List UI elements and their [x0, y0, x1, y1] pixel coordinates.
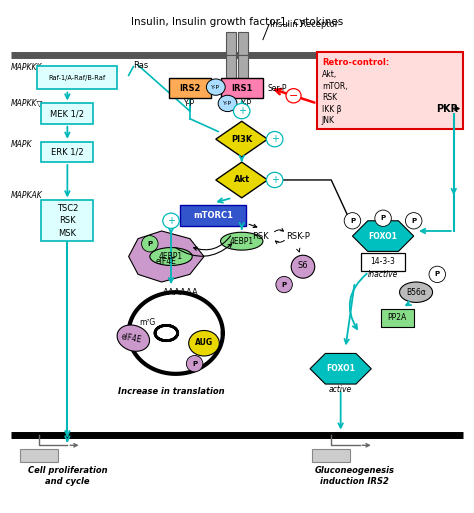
- Text: P: P: [381, 215, 386, 221]
- Ellipse shape: [206, 79, 225, 95]
- Text: +: +: [238, 106, 246, 116]
- Text: IRS1: IRS1: [231, 84, 252, 93]
- Ellipse shape: [142, 235, 158, 252]
- Text: Insulin Receptor: Insulin Receptor: [270, 20, 338, 29]
- Text: AUG: AUG: [195, 338, 213, 347]
- Text: P: P: [192, 361, 197, 367]
- Polygon shape: [310, 353, 371, 384]
- Text: 4EBP1: 4EBP1: [159, 252, 183, 261]
- Ellipse shape: [186, 356, 203, 372]
- Text: 14-3-3: 14-3-3: [371, 257, 395, 266]
- Text: MSK: MSK: [58, 229, 76, 238]
- Text: P: P: [350, 218, 355, 224]
- Text: Y-P: Y-P: [241, 99, 252, 108]
- FancyBboxPatch shape: [169, 78, 211, 98]
- Text: Raf-1/A-Raf/B-Raf: Raf-1/A-Raf/B-Raf: [48, 75, 105, 81]
- Text: +: +: [167, 216, 175, 226]
- Text: MAPKK▽: MAPKK▽: [11, 99, 43, 108]
- Ellipse shape: [286, 89, 301, 103]
- FancyBboxPatch shape: [20, 449, 58, 462]
- Text: P: P: [435, 271, 440, 278]
- Ellipse shape: [405, 212, 422, 229]
- Text: P: P: [282, 282, 287, 288]
- FancyBboxPatch shape: [226, 32, 236, 55]
- Text: Akt,
mTOR,
RSK
IKK β
JNK: Akt, mTOR, RSK IKK β JNK: [322, 70, 347, 125]
- Text: 4EBP1: 4EBP1: [229, 236, 254, 246]
- Ellipse shape: [291, 255, 315, 278]
- FancyBboxPatch shape: [220, 78, 263, 98]
- Ellipse shape: [150, 248, 192, 265]
- Polygon shape: [353, 221, 414, 251]
- Text: RSK: RSK: [252, 231, 269, 241]
- Text: P: P: [147, 241, 152, 247]
- Ellipse shape: [234, 104, 250, 119]
- Text: B56α: B56α: [406, 288, 426, 297]
- Ellipse shape: [375, 210, 392, 226]
- Text: MAPK: MAPK: [11, 140, 32, 149]
- Text: Y-P: Y-P: [184, 99, 195, 108]
- Ellipse shape: [220, 232, 263, 250]
- FancyBboxPatch shape: [238, 32, 248, 55]
- Polygon shape: [216, 162, 268, 198]
- FancyBboxPatch shape: [312, 449, 350, 462]
- Text: −: −: [289, 91, 298, 101]
- Text: Inactive: Inactive: [368, 270, 398, 279]
- Text: MAPKKK: MAPKKK: [11, 63, 42, 72]
- FancyBboxPatch shape: [381, 309, 414, 327]
- FancyBboxPatch shape: [41, 142, 93, 162]
- Text: RSK: RSK: [59, 216, 76, 225]
- Ellipse shape: [429, 266, 446, 283]
- Ellipse shape: [266, 172, 283, 188]
- Text: FOXO1: FOXO1: [369, 231, 398, 241]
- FancyBboxPatch shape: [226, 55, 236, 81]
- Text: Cell proliferation
and cycle: Cell proliferation and cycle: [27, 466, 107, 486]
- Text: Y-P: Y-P: [211, 85, 220, 90]
- Text: Insulin, Insulin growth factor1, cytokines: Insulin, Insulin growth factor1, cytokin…: [131, 17, 343, 27]
- Ellipse shape: [344, 212, 361, 229]
- Text: ERK 1/2: ERK 1/2: [51, 147, 84, 156]
- Text: PKR: PKR: [437, 104, 458, 113]
- Text: AAAAAA: AAAAAA: [163, 288, 198, 297]
- Ellipse shape: [117, 325, 150, 351]
- Ellipse shape: [400, 282, 433, 303]
- Ellipse shape: [276, 277, 292, 293]
- Text: Y-P: Y-P: [223, 101, 232, 106]
- FancyBboxPatch shape: [36, 67, 117, 89]
- Text: Ser-P: Ser-P: [268, 84, 287, 93]
- Ellipse shape: [266, 131, 283, 147]
- FancyBboxPatch shape: [317, 52, 463, 129]
- Text: PI3K: PI3K: [231, 134, 252, 144]
- Text: eIF4E: eIF4E: [120, 332, 142, 344]
- Polygon shape: [128, 231, 204, 282]
- Text: PP2A: PP2A: [388, 313, 407, 322]
- Ellipse shape: [163, 213, 179, 228]
- Text: MEK 1/2: MEK 1/2: [50, 109, 84, 118]
- Text: P: P: [411, 218, 416, 224]
- Text: S6: S6: [298, 261, 308, 270]
- FancyBboxPatch shape: [41, 104, 93, 124]
- Polygon shape: [216, 121, 268, 157]
- FancyBboxPatch shape: [41, 201, 93, 241]
- Text: Gluconeogenesis
induction IRS2: Gluconeogenesis induction IRS2: [315, 466, 395, 486]
- Text: IRS2: IRS2: [179, 84, 201, 93]
- Text: +: +: [271, 175, 279, 185]
- Text: m⁷G: m⁷G: [139, 319, 155, 327]
- FancyBboxPatch shape: [238, 55, 248, 81]
- Text: TSC2: TSC2: [57, 204, 78, 212]
- Text: Ras: Ras: [133, 61, 148, 70]
- Text: Increase in translation: Increase in translation: [118, 387, 224, 396]
- Text: active: active: [329, 385, 352, 393]
- Text: FOXO1: FOXO1: [326, 364, 355, 373]
- FancyBboxPatch shape: [181, 206, 246, 226]
- Text: MAPKAK: MAPKAK: [11, 191, 43, 200]
- Text: RSK-P: RSK-P: [286, 231, 310, 241]
- Ellipse shape: [218, 95, 237, 112]
- Text: mTORC1: mTORC1: [193, 211, 233, 220]
- Text: Akt: Akt: [234, 175, 250, 185]
- FancyBboxPatch shape: [361, 253, 405, 270]
- Text: eIF4E: eIF4E: [156, 257, 177, 266]
- Ellipse shape: [189, 330, 219, 356]
- Text: +: +: [271, 134, 279, 144]
- Text: Retro-control:: Retro-control:: [322, 57, 389, 67]
